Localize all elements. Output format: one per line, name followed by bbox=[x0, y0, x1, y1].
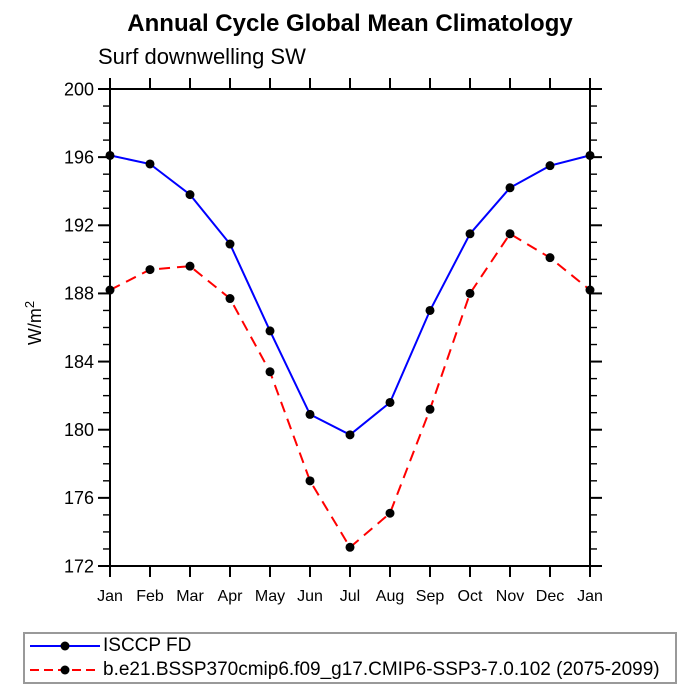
y-axis-label: W/m2 bbox=[22, 301, 45, 345]
svg-text:Sep: Sep bbox=[416, 588, 445, 605]
legend-line-sample-solid bbox=[30, 641, 100, 651]
chart-subtitle: Surf downwelling SW bbox=[98, 44, 306, 69]
svg-text:Oct: Oct bbox=[458, 588, 483, 605]
legend: ISCCP FD b.e21.BSSP370cmip6.f09_g17.CMIP… bbox=[23, 632, 677, 684]
svg-text:184: 184 bbox=[64, 352, 94, 372]
svg-text:Jan: Jan bbox=[577, 588, 603, 605]
legend-label: ISCCP FD bbox=[103, 635, 192, 656]
svg-text:Mar: Mar bbox=[176, 588, 204, 605]
svg-text:Feb: Feb bbox=[136, 588, 164, 605]
chart-title: Annual Cycle Global Mean Climatology bbox=[127, 10, 573, 37]
legend-item-model: b.e21.BSSP370cmip6.f09_g17.CMIP6-SSP3-7.… bbox=[25, 658, 675, 682]
svg-text:176: 176 bbox=[64, 488, 94, 508]
svg-text:Nov: Nov bbox=[496, 588, 524, 605]
svg-text:196: 196 bbox=[64, 147, 94, 167]
svg-text:Jun: Jun bbox=[297, 588, 323, 605]
y-axis-ticks bbox=[98, 88, 602, 567]
legend-item-isccp-fd: ISCCP FD bbox=[25, 634, 675, 658]
svg-text:Jul: Jul bbox=[340, 588, 360, 605]
x-axis-ticks bbox=[109, 78, 591, 577]
svg-text:May: May bbox=[255, 588, 285, 605]
x-axis-tick-labels: Jan Feb Mar Apr May Jun Jul Aug Sep Oct Nov Dec Jan bbox=[97, 588, 603, 605]
svg-text:Apr: Apr bbox=[218, 588, 244, 605]
svg-text:Dec: Dec bbox=[536, 588, 564, 605]
legend-line-sample-dashed bbox=[30, 665, 100, 675]
svg-text:200: 200 bbox=[64, 79, 94, 99]
svg-text:180: 180 bbox=[64, 420, 94, 440]
svg-text:172: 172 bbox=[64, 556, 94, 576]
svg-text:Aug: Aug bbox=[376, 588, 404, 605]
data-series bbox=[105, 150, 595, 552]
svg-text:188: 188 bbox=[64, 284, 94, 304]
plot-frame bbox=[109, 88, 591, 567]
svg-text:192: 192 bbox=[64, 216, 94, 236]
y-axis-tick-labels: 172 176 180 184 188 192 196 200 bbox=[64, 79, 94, 576]
legend-label: b.e21.BSSP370cmip6.f09_g17.CMIP6-SSP3-7.… bbox=[103, 659, 660, 680]
svg-text:Jan: Jan bbox=[97, 588, 123, 605]
